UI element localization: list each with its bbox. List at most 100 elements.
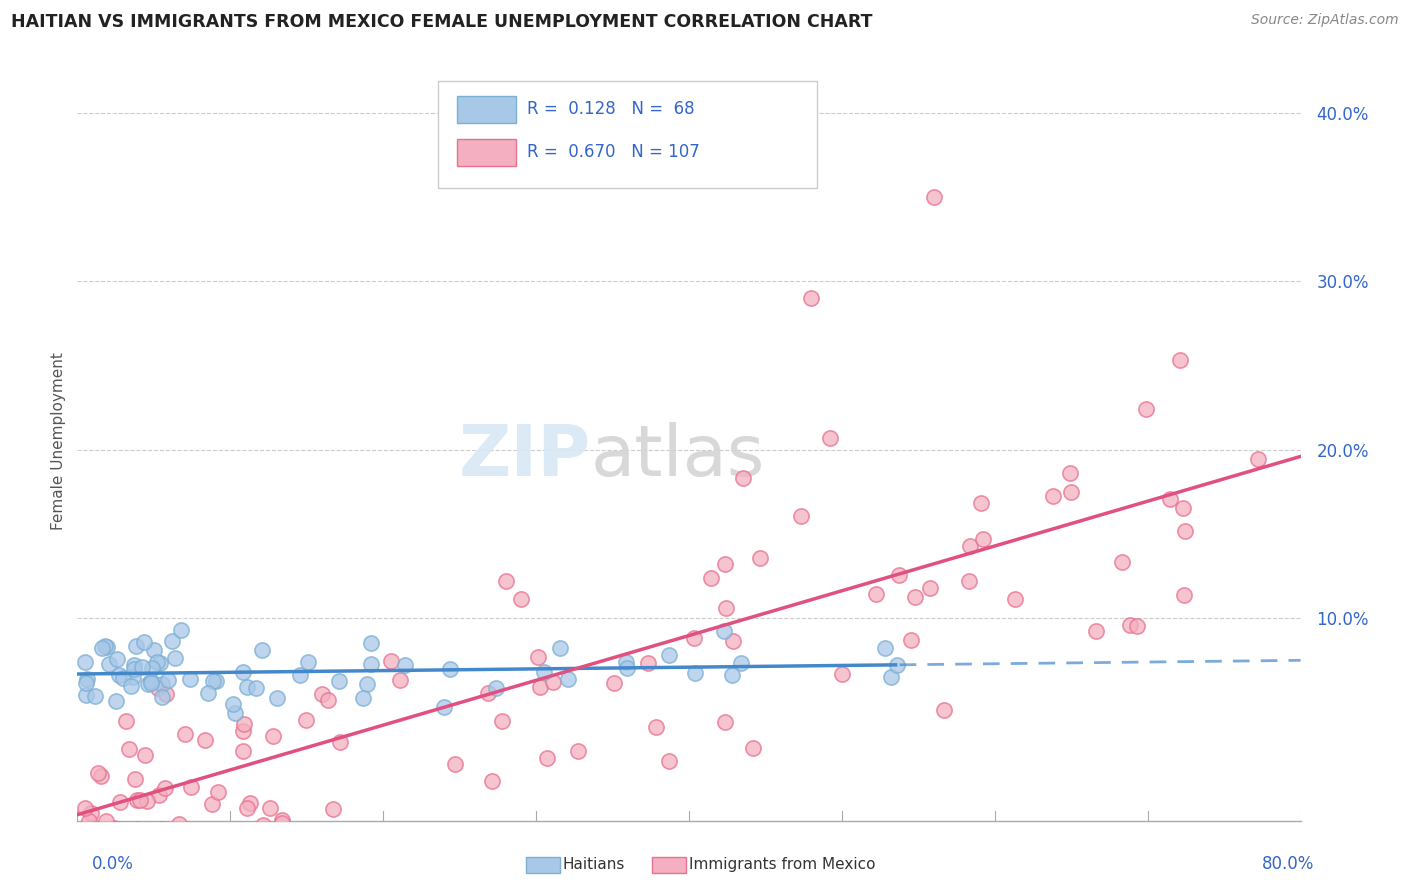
Point bbox=[83, 689, 105, 703]
Point bbox=[389, 673, 412, 687]
Point bbox=[84, 822, 107, 836]
Point bbox=[957, 574, 980, 589]
Point bbox=[207, 785, 229, 799]
Point bbox=[205, 674, 228, 689]
Point bbox=[201, 674, 224, 689]
Point bbox=[73, 822, 96, 836]
Point bbox=[1085, 624, 1108, 638]
Point bbox=[658, 754, 681, 768]
Point bbox=[222, 697, 245, 711]
Point bbox=[970, 496, 993, 510]
Point bbox=[873, 641, 896, 656]
Text: atlas: atlas bbox=[591, 422, 765, 491]
Text: Immigrants from Mexico: Immigrants from Mexico bbox=[689, 857, 876, 871]
Point bbox=[1125, 619, 1147, 633]
Point bbox=[104, 822, 127, 836]
Point bbox=[741, 741, 763, 756]
Point bbox=[1042, 489, 1064, 503]
Point bbox=[1173, 589, 1195, 603]
Point bbox=[900, 633, 922, 648]
Point bbox=[1168, 353, 1191, 368]
Point bbox=[1119, 617, 1142, 632]
Point bbox=[170, 623, 193, 637]
FancyBboxPatch shape bbox=[439, 81, 817, 187]
Point bbox=[166, 822, 188, 836]
Point bbox=[360, 636, 382, 650]
Text: HAITIAN VS IMMIGRANTS FROM MEXICO FEMALE UNEMPLOYMENT CORRELATION CHART: HAITIAN VS IMMIGRANTS FROM MEXICO FEMALE… bbox=[11, 13, 873, 31]
Point bbox=[98, 822, 121, 836]
Point bbox=[616, 655, 638, 669]
Point bbox=[1174, 524, 1197, 538]
Point bbox=[236, 680, 259, 694]
Point bbox=[167, 817, 190, 831]
Point bbox=[380, 654, 402, 668]
Point bbox=[245, 681, 267, 695]
Point bbox=[163, 650, 186, 665]
Point bbox=[232, 724, 254, 739]
Point bbox=[90, 641, 112, 656]
Point bbox=[491, 714, 513, 728]
Point bbox=[105, 822, 128, 836]
Point bbox=[150, 690, 173, 705]
Point bbox=[134, 634, 156, 648]
Point bbox=[1111, 556, 1133, 570]
Point bbox=[131, 659, 153, 673]
Y-axis label: Female Unemployment: Female Unemployment bbox=[51, 352, 66, 531]
Point bbox=[730, 656, 752, 670]
Point bbox=[148, 788, 170, 802]
Point bbox=[439, 662, 461, 676]
Text: Source: ZipAtlas.com: Source: ZipAtlas.com bbox=[1251, 13, 1399, 28]
Point bbox=[155, 687, 177, 701]
Point bbox=[94, 639, 117, 653]
Point bbox=[98, 657, 121, 671]
Text: 0.0%: 0.0% bbox=[91, 855, 134, 872]
Point bbox=[477, 686, 499, 700]
Point bbox=[713, 624, 735, 639]
Point bbox=[239, 796, 262, 810]
Point bbox=[297, 655, 319, 669]
Point bbox=[232, 717, 254, 731]
Point bbox=[122, 662, 145, 676]
Point bbox=[141, 661, 163, 675]
Text: Haitians: Haitians bbox=[562, 857, 624, 871]
Point bbox=[134, 748, 156, 763]
Point bbox=[288, 668, 311, 682]
Point bbox=[557, 672, 579, 686]
Point bbox=[683, 631, 706, 645]
Point bbox=[252, 818, 274, 832]
Point bbox=[96, 814, 118, 828]
Point bbox=[136, 676, 159, 690]
Point bbox=[160, 634, 183, 648]
Point bbox=[201, 797, 224, 812]
Point bbox=[118, 742, 141, 756]
Point bbox=[603, 675, 626, 690]
Point bbox=[143, 643, 166, 657]
Point bbox=[73, 656, 96, 670]
Point bbox=[150, 677, 173, 691]
Point bbox=[76, 672, 98, 686]
FancyBboxPatch shape bbox=[457, 139, 516, 166]
Point bbox=[356, 677, 378, 691]
Point bbox=[616, 661, 638, 675]
Point bbox=[509, 591, 531, 606]
Point bbox=[481, 774, 503, 789]
Point bbox=[721, 634, 744, 648]
Point bbox=[103, 821, 125, 835]
Point bbox=[266, 690, 288, 705]
Point bbox=[322, 802, 344, 816]
Point bbox=[224, 706, 246, 721]
Text: R =  0.670   N = 107: R = 0.670 N = 107 bbox=[527, 143, 700, 161]
Point bbox=[271, 814, 294, 828]
Point bbox=[136, 794, 159, 808]
Text: ZIP: ZIP bbox=[458, 422, 591, 491]
Text: 80.0%: 80.0% bbox=[1263, 855, 1315, 872]
Point bbox=[1171, 500, 1194, 515]
Point bbox=[527, 650, 550, 665]
Point bbox=[714, 557, 737, 571]
Point bbox=[73, 822, 96, 836]
Point bbox=[145, 656, 167, 670]
Point bbox=[934, 703, 956, 717]
Text: R =  0.128   N =  68: R = 0.128 N = 68 bbox=[527, 101, 695, 119]
Point bbox=[150, 822, 173, 836]
Point bbox=[831, 666, 853, 681]
